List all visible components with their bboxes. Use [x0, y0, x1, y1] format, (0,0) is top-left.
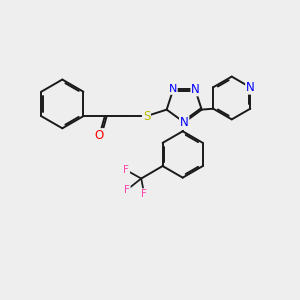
Text: S: S [143, 110, 150, 123]
Text: O: O [95, 129, 104, 142]
Text: F: F [124, 185, 130, 195]
Text: N: N [180, 116, 189, 129]
Text: N: N [191, 82, 200, 95]
Text: F: F [123, 165, 129, 175]
Text: N: N [169, 84, 177, 94]
Text: N: N [246, 81, 255, 94]
Text: F: F [141, 189, 147, 199]
